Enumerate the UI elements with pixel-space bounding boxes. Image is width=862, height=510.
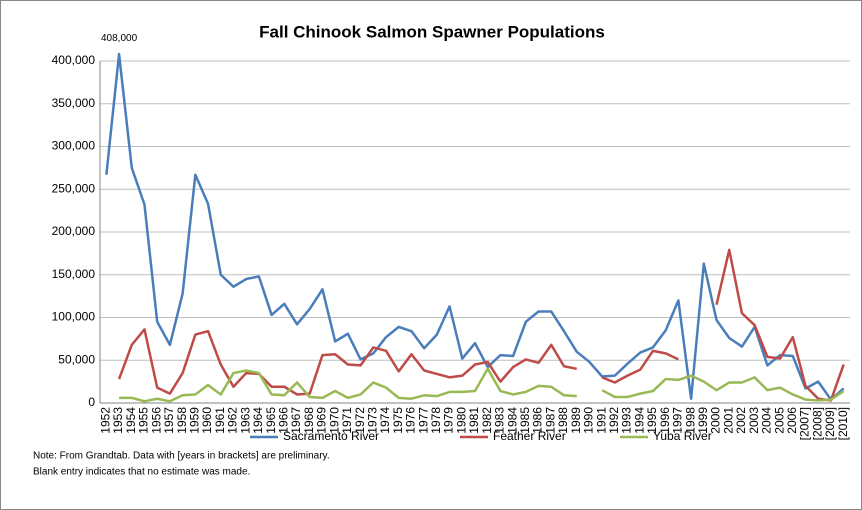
x-tick-label: [2010]	[836, 407, 850, 440]
x-tick-label: 1959	[188, 407, 202, 434]
x-tick-label: 1958	[175, 407, 189, 434]
y-tick-label: 400,000	[52, 53, 96, 67]
x-tick-label: 2000	[709, 407, 723, 434]
x-tick-label: 1999	[696, 407, 710, 434]
x-tick-label: 1974	[378, 407, 392, 434]
x-tick-label: 2001	[721, 407, 735, 434]
x-tick-label: 1965	[264, 407, 278, 434]
y-tick-label: 0	[88, 395, 95, 409]
x-tick-label: 1996	[658, 407, 672, 434]
x-tick-label: 1990	[582, 407, 596, 434]
x-tick-label: 1953	[111, 407, 125, 434]
x-tick-label: 1987	[543, 407, 557, 434]
x-tick-label: 1993	[620, 407, 634, 434]
legend-label: Sacramento River	[283, 429, 379, 443]
x-tick-label: 1977	[416, 407, 430, 434]
x-tick-label: 1971	[340, 407, 354, 434]
x-tick-label: 1952	[99, 407, 113, 434]
y-tick-label: 250,000	[52, 181, 96, 195]
y-tick-label: 100,000	[52, 310, 96, 324]
x-tick-label: 1991	[594, 407, 608, 434]
x-tick-label: 1983	[493, 407, 507, 434]
series-line	[105, 52, 845, 401]
x-tick-label: 1973	[365, 407, 379, 434]
x-tick-label: 1997	[671, 407, 685, 434]
note: Blank entry indicates that no estimate w…	[33, 467, 250, 478]
x-tick-label: 1979	[442, 407, 456, 434]
x-tick-label: [2007]	[798, 407, 812, 440]
x-tick-label: 1967	[289, 407, 303, 434]
x-tick-label: 1970	[327, 407, 341, 434]
x-tick-label: 1960	[200, 407, 214, 434]
legend-label: Feather River	[493, 429, 566, 443]
x-tick-label: 1954	[124, 407, 138, 434]
series-line	[119, 367, 845, 403]
x-tick-label: 1961	[213, 407, 227, 434]
y-tick-label: 300,000	[52, 139, 96, 153]
x-tick-label: 1966	[276, 407, 290, 434]
y-tick-label: 50,000	[58, 352, 95, 366]
x-tick-label: 1982	[480, 407, 494, 434]
note: Note: From Grandtab. Data with [years in…	[33, 451, 330, 462]
x-tick-label: 1957	[162, 407, 176, 434]
x-tick-label: 2002	[734, 407, 748, 434]
y-tick-label: 350,000	[52, 96, 96, 110]
x-tick-label: 2004	[760, 407, 774, 434]
x-tick-label: 2006	[785, 407, 799, 434]
x-tick-label: 1998	[683, 407, 697, 434]
x-tick-label: 1963	[238, 407, 252, 434]
annotation: 408,000	[101, 33, 138, 44]
x-tick-label: 1975	[391, 407, 405, 434]
x-tick-label: 1968	[302, 407, 316, 434]
x-tick-label: 2005	[772, 407, 786, 434]
x-tick-label: 1981	[467, 407, 481, 434]
x-tick-label: 1995	[645, 407, 659, 434]
x-tick-label: 1955	[137, 407, 151, 434]
x-tick-label: 1989	[569, 407, 583, 434]
chart-title: Fall Chinook Salmon Spawner Populations	[259, 22, 605, 41]
y-tick-label: 150,000	[52, 267, 96, 281]
x-tick-label: 2003	[747, 407, 761, 434]
legend-label: Yuba River	[653, 429, 712, 443]
x-tick-label: [2009]	[823, 407, 837, 440]
x-tick-label: 1962	[226, 407, 240, 434]
x-tick-label: 1994	[632, 407, 646, 434]
x-tick-label: 1976	[404, 407, 418, 434]
x-tick-label: 1984	[505, 407, 519, 434]
x-tick-label: 1985	[518, 407, 532, 434]
x-tick-label: 1964	[251, 407, 265, 434]
x-tick-label: [2008]	[810, 407, 824, 440]
x-tick-label: 1980	[454, 407, 468, 434]
x-tick-label: 1978	[429, 407, 443, 434]
x-tick-label: 1956	[149, 407, 163, 434]
x-tick-label: 1972	[353, 407, 367, 434]
x-tick-label: 1992	[607, 407, 621, 434]
x-tick-label: 1988	[556, 407, 570, 434]
y-tick-label: 200,000	[52, 224, 96, 238]
x-tick-label: 1969	[315, 407, 329, 434]
x-tick-label: 1986	[531, 407, 545, 434]
